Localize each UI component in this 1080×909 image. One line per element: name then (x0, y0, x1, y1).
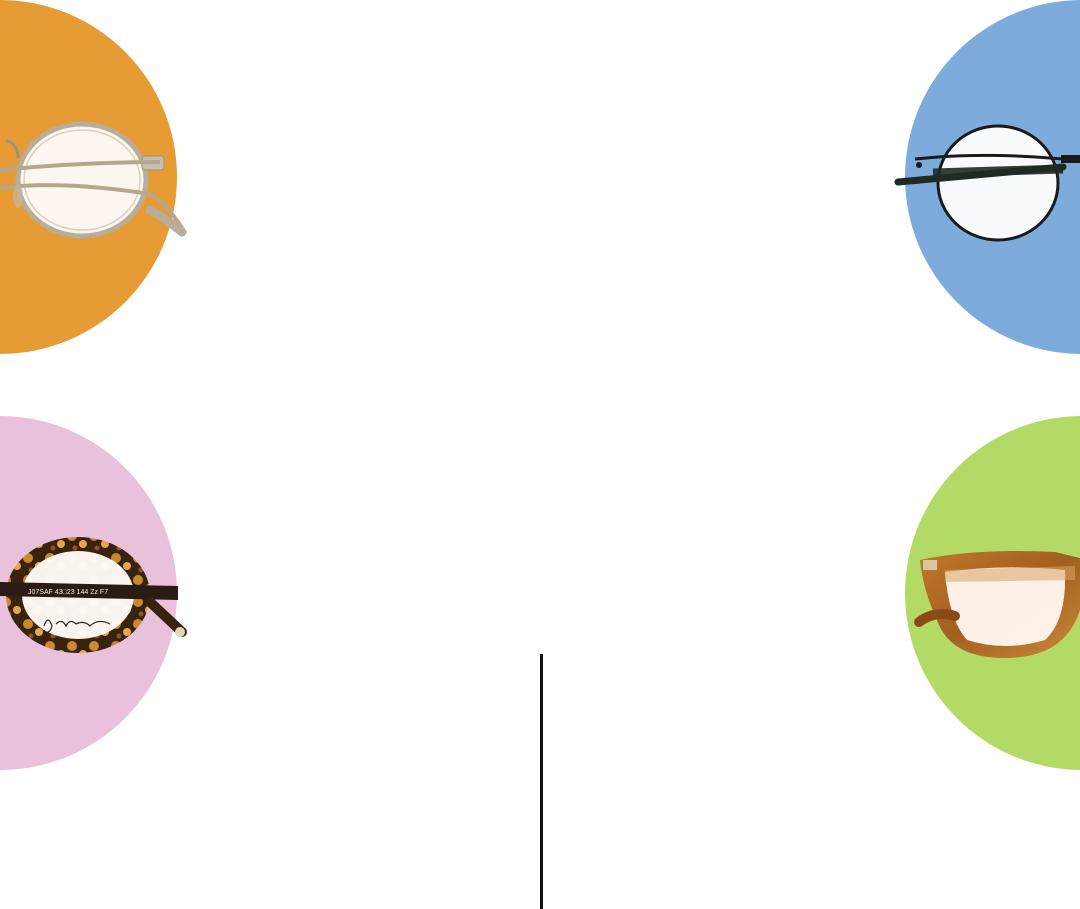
round-metal-gold-eyeglasses-icon[interactable] (0, 110, 190, 250)
vertical-divider (540, 654, 543, 909)
round-black-metal-eyeglasses-icon[interactable] (893, 115, 1080, 250)
amber-acetate-eyeglasses-icon[interactable] (914, 540, 1080, 665)
signature-mark (43, 619, 111, 633)
temple-spec-text: J07SAF 43□23 144 Zz F7 (28, 589, 108, 596)
round-tortoiseshell-eyeglasses-icon[interactable]: J07SAF 43□23 144 Zz F7 (0, 530, 190, 660)
